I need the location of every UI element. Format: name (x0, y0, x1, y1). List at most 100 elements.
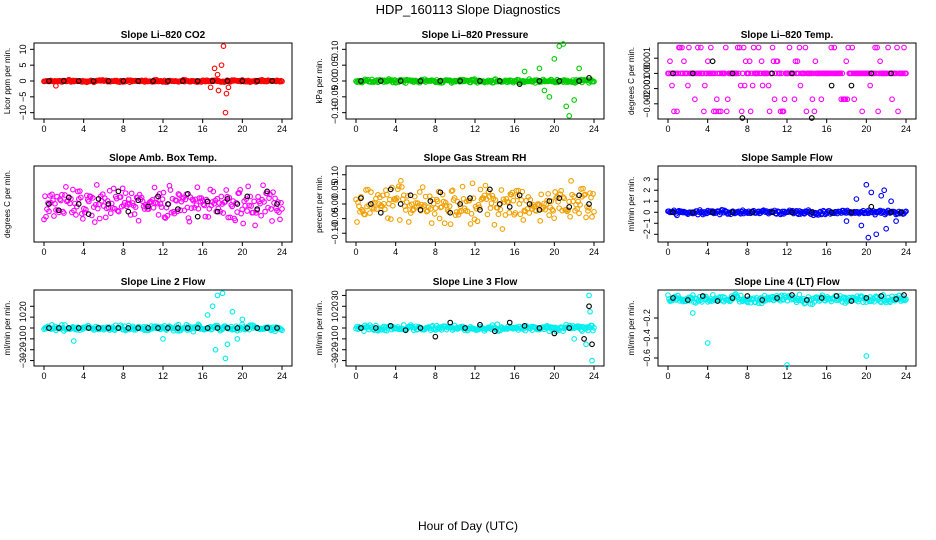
data-point (46, 208, 52, 215)
chart-title: Slope Amb. Box Temp. (109, 153, 217, 164)
data-point (809, 96, 816, 103)
data-point (560, 41, 567, 47)
overlay-point (115, 188, 122, 195)
overlay-point (75, 325, 82, 331)
overlay-point (402, 327, 409, 334)
overlay-point (135, 78, 142, 84)
data-point (537, 217, 544, 224)
y-axis-label: ml/min per min. (3, 301, 12, 356)
overlay-point (714, 298, 721, 304)
data-point (535, 201, 542, 207)
data-point (586, 204, 592, 211)
overlay-point (75, 201, 82, 207)
data-point (131, 211, 138, 217)
data-point (674, 108, 680, 115)
chart-panel: Slope Li–820 CO2 Licor ppm per min. 0 4 8 12 1… (3, 30, 293, 134)
chart-title: Slope Line 2 Flow (121, 277, 206, 288)
data-point (874, 44, 880, 51)
y-tick-label: −0.10 (330, 101, 340, 124)
data-point (110, 185, 117, 192)
data-point (398, 184, 405, 190)
data-point (474, 218, 481, 225)
data-point (536, 65, 543, 72)
data-point (859, 108, 866, 115)
overlay-point (551, 330, 558, 337)
data-point (119, 185, 126, 192)
data-point (902, 297, 908, 304)
x-tick-label: 0 (665, 247, 670, 257)
chart-panel: Slope Line 4 (LT) Flow ml/min per min. 0 4 8… (627, 277, 917, 381)
data-point (175, 191, 182, 197)
y-tick-label: 20 (330, 301, 340, 311)
data-point (900, 70, 906, 77)
y-tick-label: 0 (642, 210, 652, 215)
data-point (837, 70, 844, 77)
data-point (781, 96, 788, 103)
overlay-point (56, 325, 62, 331)
y-tick-label: 20 (18, 301, 28, 311)
data-point (396, 217, 403, 223)
x-tick-label: 0 (41, 371, 46, 381)
data-point (692, 96, 698, 103)
y-tick-label: −30 (18, 353, 28, 368)
data-point (583, 341, 589, 348)
x-tick-label: 4 (81, 247, 86, 257)
data-point (160, 189, 167, 196)
overlay-point (496, 201, 503, 207)
x-tick-label: 20 (237, 124, 247, 134)
data-point (222, 109, 229, 116)
data-point (125, 196, 132, 202)
data-point (215, 87, 222, 94)
data-point (736, 44, 743, 51)
overlay-point (709, 58, 716, 65)
overlay-point (60, 78, 67, 84)
overlay-point (125, 208, 132, 215)
x-tick-label: 0 (41, 247, 46, 257)
overlay-point (789, 70, 795, 77)
y-axis-label: kPa per min. (315, 59, 324, 104)
data-point (844, 96, 851, 103)
data-point (881, 187, 888, 194)
data-point (95, 201, 102, 208)
overlay-point (739, 115, 746, 121)
data-point (723, 108, 730, 115)
data-point (686, 44, 692, 51)
overlay-point (65, 194, 72, 201)
y-tick-label: 0 (330, 325, 340, 330)
data-point (469, 180, 476, 187)
data-point (591, 78, 597, 85)
data-point (499, 226, 506, 232)
overlay-point (487, 186, 493, 193)
y-tick-label: 10 (18, 44, 28, 54)
data-point (482, 182, 489, 189)
data-point (128, 190, 135, 197)
overlay-point (209, 78, 216, 84)
data-point (843, 58, 850, 65)
y-tick-label: −10 (330, 331, 340, 346)
overlay-point (239, 78, 246, 84)
data-point (689, 310, 696, 316)
data-point (587, 308, 593, 315)
data-point (150, 204, 157, 211)
data-point (378, 202, 384, 209)
data-point (270, 189, 276, 196)
data-point (202, 213, 209, 220)
overlay-point (848, 209, 855, 216)
x-tick-label: 0 (353, 247, 358, 257)
data-point (586, 292, 592, 299)
overlay-point (729, 295, 736, 301)
overlay-point (576, 78, 582, 84)
x-tick-label: 4 (81, 371, 86, 381)
overlay-point (477, 321, 483, 328)
x-tick-label: 24 (589, 247, 599, 257)
data-point (70, 338, 77, 344)
overlay-point (204, 198, 211, 205)
overlay-point (115, 325, 122, 331)
overlay-point (358, 325, 364, 331)
data-point (403, 199, 410, 205)
data-point (591, 324, 597, 331)
overlay-point (432, 333, 439, 340)
overlay-point (729, 70, 736, 77)
overlay-point (868, 203, 875, 210)
x-tick-label: 20 (861, 124, 871, 134)
